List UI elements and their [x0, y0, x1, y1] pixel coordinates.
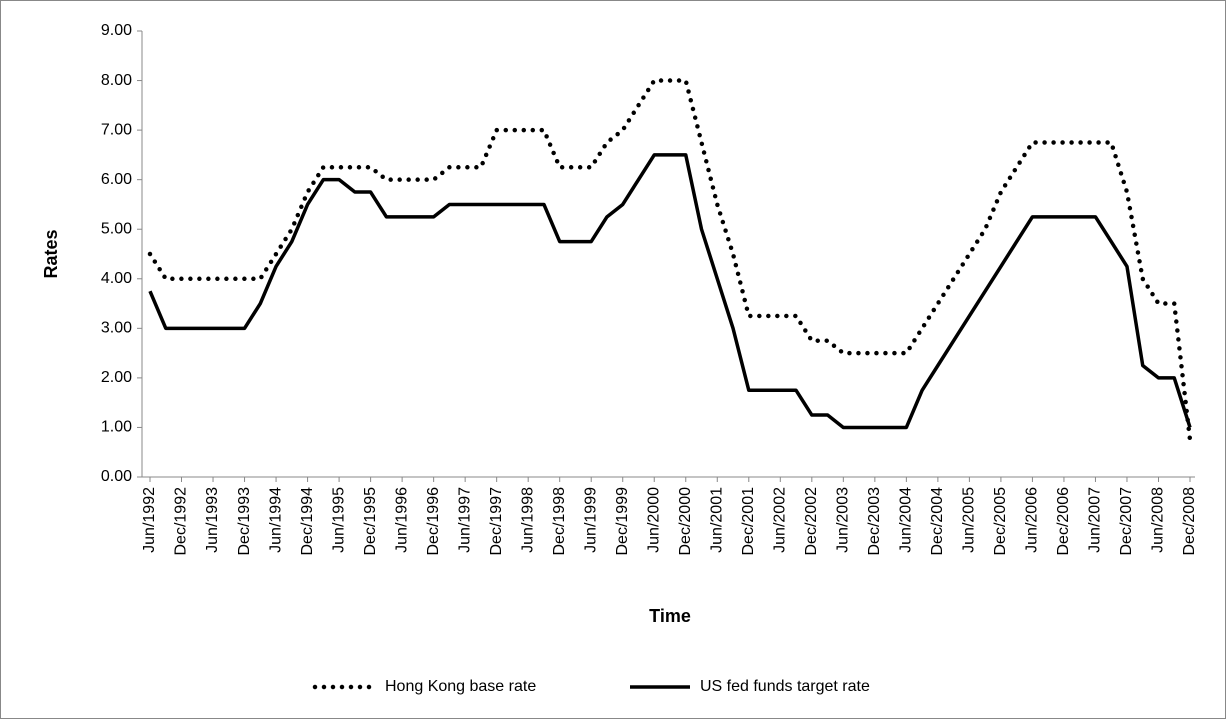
y-tick-label: 7.00 — [101, 121, 132, 138]
y-tick-label: 8.00 — [101, 72, 132, 89]
x-tick-label: Jun/1993 — [204, 487, 221, 553]
y-tick-label: 5.00 — [101, 220, 132, 237]
x-tick-label: Dec/1997 — [488, 487, 505, 556]
x-tick-label: Dec/2003 — [866, 487, 883, 556]
x-axis-title: Time — [649, 606, 691, 626]
x-tick-label: Dec/1992 — [173, 487, 190, 556]
x-tick-label: Jun/2005 — [961, 487, 978, 553]
y-tick-label: 9.00 — [101, 22, 132, 39]
series-line — [148, 153, 1192, 430]
legend-label: Hong Kong base rate — [385, 678, 536, 695]
x-tick-label: Jun/2007 — [1087, 487, 1104, 553]
x-tick-label: Dec/1998 — [551, 487, 568, 556]
x-tick-label: Jun/1995 — [330, 487, 347, 553]
x-tick-label: Dec/1993 — [236, 487, 253, 556]
x-tick-label: Dec/2000 — [677, 487, 694, 556]
x-tick-label: Jun/2006 — [1024, 487, 1041, 553]
x-tick-label: Dec/1999 — [614, 487, 631, 556]
y-tick-label: 1.00 — [101, 419, 132, 436]
y-tick-label: 0.00 — [101, 468, 132, 485]
x-tick-label: Dec/2006 — [1055, 487, 1072, 556]
x-tick-label: Dec/2004 — [929, 487, 946, 556]
x-tick-label: Jun/1992 — [141, 487, 158, 553]
y-tick-label: 2.00 — [101, 369, 132, 386]
x-tick-label: Jun/2000 — [645, 487, 662, 553]
x-tick-label: Dec/1994 — [299, 487, 316, 556]
y-tick-label: 4.00 — [101, 270, 132, 287]
x-tick-label: Jun/2008 — [1150, 487, 1167, 553]
x-tick-label: Jun/2004 — [898, 487, 915, 553]
x-tick-label: Dec/2005 — [992, 487, 1009, 556]
x-tick-label: Dec/1995 — [362, 487, 379, 556]
x-tick-label: Dec/2001 — [740, 487, 757, 556]
x-tick-label: Jun/2002 — [772, 487, 789, 553]
x-tick-label: Jun/1994 — [267, 487, 284, 553]
x-tick-label: Jun/1998 — [519, 487, 536, 553]
x-tick-label: Dec/2007 — [1118, 487, 1135, 556]
y-axis-title: Rates — [41, 229, 61, 278]
legend-label: US fed funds target rate — [700, 678, 870, 695]
y-tick-label: 6.00 — [101, 171, 132, 188]
x-tick-label: Dec/2008 — [1181, 487, 1198, 556]
x-tick-label: Jun/1999 — [582, 487, 599, 553]
series-line — [147, 78, 1193, 443]
x-tick-label: Dec/2002 — [803, 487, 820, 556]
x-tick-label: Jun/2003 — [835, 487, 852, 553]
x-tick-label: Dec/1996 — [425, 487, 442, 556]
x-tick-label: Jun/1997 — [456, 487, 473, 553]
x-tick-label: Jun/1996 — [393, 487, 410, 553]
y-tick-label: 3.00 — [101, 320, 132, 337]
x-tick-label: Jun/2001 — [708, 487, 725, 553]
